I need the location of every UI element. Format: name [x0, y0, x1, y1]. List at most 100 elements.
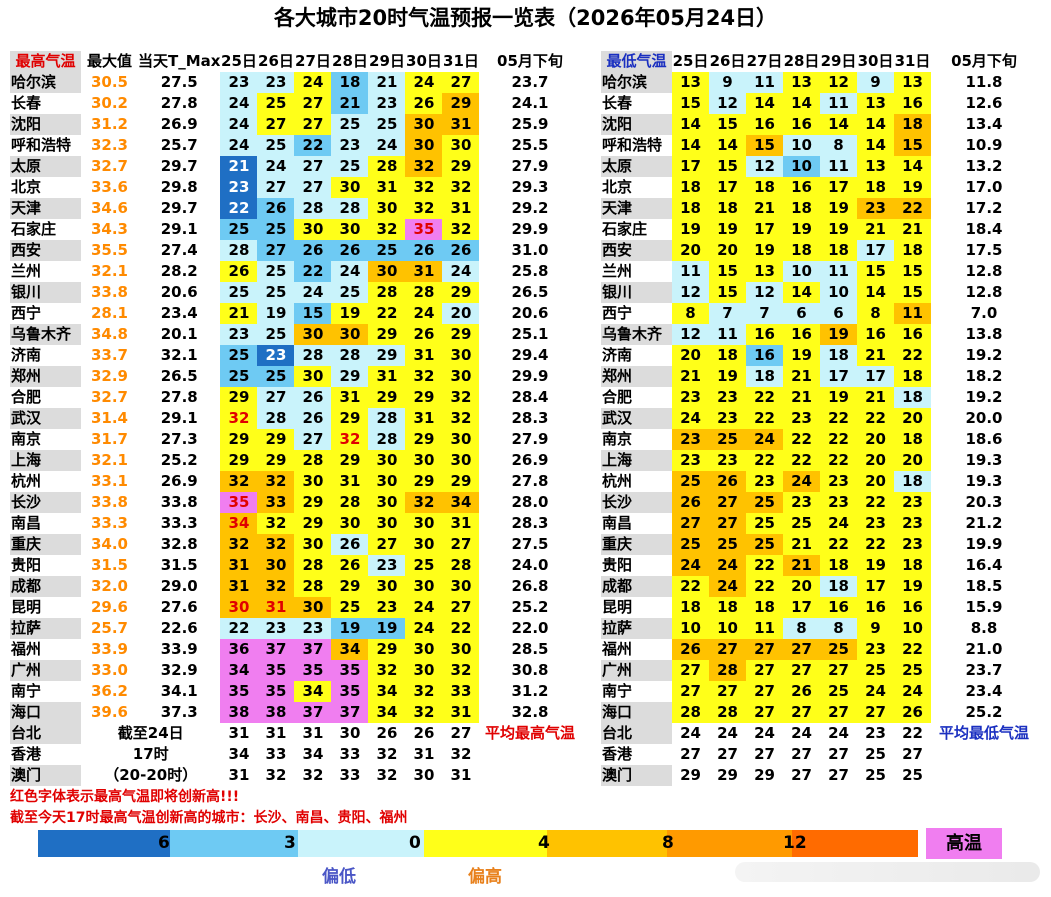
forecast-cell: 24 [672, 723, 709, 744]
city-name: 南宁 [10, 681, 81, 702]
forecast-cell: 25 [746, 534, 783, 555]
forecast-cell: 20 [894, 408, 931, 429]
forecast-cell: 6 [783, 303, 820, 324]
forecast-cell: 32 [368, 744, 406, 765]
forecast-cell: 23 [709, 408, 746, 429]
forecast-cell: 11 [746, 618, 783, 639]
dekad-average: 28.5 [479, 639, 581, 660]
forecast-cell: 25 [257, 282, 295, 303]
forecast-cell: 25 [331, 282, 369, 303]
forecast-cell: 28 [672, 702, 709, 723]
column-header: 28日 [331, 51, 369, 72]
forecast-cell: 22 [820, 408, 857, 429]
forecast-cell: 25 [672, 471, 709, 492]
max-temp-table: 最高气温 最大值 当天T_Max 25日 26日 27日 28日 29日 30日 31日 05月下旬… [10, 51, 581, 786]
forecast-cell: 21 [672, 366, 709, 387]
table-row: 澳门 29 29 29 27 27 25 25 [601, 765, 1037, 786]
forecast-cell: 31 [442, 114, 480, 135]
forecast-cell: 15 [894, 282, 931, 303]
forecast-cell: 27 [857, 702, 894, 723]
dekad-average: 19.9 [931, 534, 1037, 555]
forecast-cell: 25 [820, 681, 857, 702]
forecast-cell: 19 [894, 177, 931, 198]
forecast-cell: 29 [331, 576, 369, 597]
forecast-cell: 7 [746, 303, 783, 324]
forecast-cell: 27 [672, 660, 709, 681]
forecast-cell: 28 [405, 282, 443, 303]
forecast-cell: 35 [257, 681, 295, 702]
forecast-cell: 8 [672, 303, 709, 324]
forecast-cell: 29 [294, 492, 332, 513]
forecast-cell: 27 [894, 744, 931, 765]
legend-hot-label: 高温 [926, 828, 1002, 859]
forecast-cell: 29 [368, 345, 406, 366]
forecast-cell: 24 [368, 135, 406, 156]
city-name: 济南 [10, 345, 81, 366]
min-temp-table: 最低气温 25日 26日 27日 28日 29日 30日 31日 05月下旬 哈尔滨 13 9 11 13… [601, 51, 1037, 786]
forecast-cell: 24 [783, 723, 820, 744]
forecast-cell: 30 [368, 513, 406, 534]
dekad-average: 8.8 [931, 618, 1037, 639]
forecast-cell: 24 [894, 681, 931, 702]
forecast-cell: 26 [294, 408, 332, 429]
forecast-cell: 28 [294, 555, 332, 576]
forecast-cell: 23 [257, 72, 295, 93]
today-tmax: 33.3 [138, 513, 221, 534]
forecast-cell: 32 [368, 219, 406, 240]
forecast-cell: 23 [257, 345, 295, 366]
forecast-cell: 30 [405, 450, 443, 471]
forecast-cell: 19 [709, 219, 746, 240]
forecast-cell: 37 [294, 702, 332, 723]
table-row: 太原 32.7 29.7 21 24 27 25 28 32 29 27.9 [10, 156, 581, 177]
forecast-cell: 24 [672, 408, 709, 429]
dekad-average: 25.2 [479, 597, 581, 618]
legend-tick: 12 [783, 833, 807, 853]
forecast-cell: 23 [857, 513, 894, 534]
forecast-cell: 26 [331, 555, 369, 576]
forecast-cell: 28 [331, 492, 369, 513]
table-row: 兰州 11 15 13 10 11 15 15 12.8 [601, 261, 1037, 282]
note-record-warning: 红色字体表示最高气温即将创新高!!! [10, 789, 240, 805]
forecast-cell: 25 [257, 261, 295, 282]
forecast-cell: 22 [857, 492, 894, 513]
max-value: 33.0 [81, 660, 138, 681]
forecast-cell: 25 [746, 513, 783, 534]
city-name: 西安 [601, 240, 672, 261]
forecast-cell: 30 [331, 324, 369, 345]
city-name: 广州 [601, 660, 672, 681]
forecast-cell: 24 [442, 261, 480, 282]
today-tmax: 26.9 [138, 114, 221, 135]
dekad-average: 20.0 [931, 408, 1037, 429]
table-row: 合肥 32.7 27.8 29 27 26 31 29 29 32 28.4 [10, 387, 581, 408]
column-header: 26日 [709, 51, 746, 72]
forecast-cell: 27 [442, 723, 480, 744]
forecast-cell: 29 [220, 387, 258, 408]
forecast-cell: 12 [820, 72, 857, 93]
forecast-cell: 23 [257, 618, 295, 639]
forecast-cell: 32 [442, 219, 480, 240]
city-name: 长沙 [601, 492, 672, 513]
table-row: 武汉 31.4 29.1 32 28 26 29 28 31 32 28.3 [10, 408, 581, 429]
table-row: 北京 33.6 29.8 23 27 27 30 31 32 32 29.3 [10, 177, 581, 198]
header-row: 最低气温 25日 26日 27日 28日 29日 30日 31日 05月下旬 [601, 51, 1037, 72]
forecast-cell: 22 [220, 618, 258, 639]
forecast-cell: 23 [294, 618, 332, 639]
dekad-average: 7.0 [931, 303, 1037, 324]
forecast-cell: 24 [820, 513, 857, 534]
dekad-average: 25.9 [479, 114, 581, 135]
today-tmax: 29.7 [138, 198, 221, 219]
dekad-average: 21.0 [931, 639, 1037, 660]
forecast-cell: 8 [820, 618, 857, 639]
table-row: 济南 33.7 32.1 25 23 28 28 29 31 30 29.4 [10, 345, 581, 366]
forecast-cell: 24 [220, 114, 258, 135]
forecast-cell: 8 [783, 618, 820, 639]
table-row: 台北 截至24日 31 31 31 30 26 26 27 平均最高气温 [10, 723, 581, 744]
forecast-cell: 23 [220, 324, 258, 345]
max-value: 34.8 [81, 324, 138, 345]
forecast-cell: 19 [672, 219, 709, 240]
forecast-cell: 21 [857, 345, 894, 366]
dekad-average: 24.0 [479, 555, 581, 576]
forecast-cell: 9 [709, 72, 746, 93]
forecast-cell: 26 [405, 723, 443, 744]
forecast-cell: 27 [746, 639, 783, 660]
